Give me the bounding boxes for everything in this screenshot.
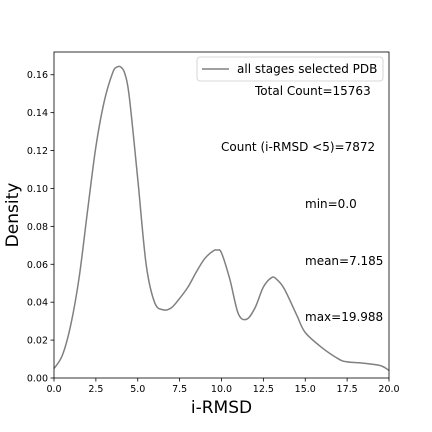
x-tick-label: 12.5 bbox=[253, 384, 274, 395]
annotation-count-lt5: Count (i-RMSD <5)=7872 bbox=[221, 140, 375, 154]
x-tick-label: 10.0 bbox=[211, 384, 232, 395]
plot-frame bbox=[53, 51, 390, 379]
x-tick-label: 15.0 bbox=[295, 384, 316, 395]
y-tick-label: 0.02 bbox=[27, 336, 48, 347]
x-tick-label: 20.0 bbox=[378, 384, 399, 395]
annotation-total-count: Total Count=15763 bbox=[254, 84, 371, 98]
legend-box bbox=[196, 56, 384, 82]
x-axis: 0.0 2.5 5.0 7.5 10.0 12.5 15.0 17.5 20.0 bbox=[46, 378, 400, 395]
y-axis-label: Density bbox=[3, 183, 23, 248]
annotation-mean: mean=7.185 bbox=[305, 254, 383, 268]
x-tick-label: 2.5 bbox=[88, 384, 103, 395]
x-tick-label: 17.5 bbox=[337, 384, 358, 395]
y-axis: 0.00 0.02 0.04 0.06 0.08 0.10 0.12 0.14 0.16 bbox=[27, 70, 54, 385]
y-tick-label: 0.10 bbox=[27, 184, 48, 195]
y-tick-label: 0.14 bbox=[27, 108, 48, 119]
x-tick-label: 0.0 bbox=[46, 384, 61, 395]
density-line-series bbox=[53, 65, 390, 372]
annotation-max: max=19.988 bbox=[305, 310, 383, 324]
y-tick-label: 0.12 bbox=[27, 146, 48, 157]
x-tick-label: 5.0 bbox=[130, 384, 145, 395]
y-tick-label: 0.04 bbox=[27, 298, 48, 309]
y-tick-label: 0.00 bbox=[27, 374, 48, 385]
y-tick-label: 0.16 bbox=[27, 70, 48, 81]
y-tick-label: 0.06 bbox=[27, 260, 48, 271]
annotation-min: min=0.0 bbox=[305, 197, 357, 211]
y-tick-label: 0.08 bbox=[27, 222, 48, 233]
legend: all stages selected PDB bbox=[196, 56, 384, 82]
x-axis-label: i-RMSD bbox=[191, 398, 252, 418]
annotations: Total Count=15763 Count (i-RMSD <5)=7872… bbox=[221, 84, 383, 324]
x-tick-label: 7.5 bbox=[172, 384, 187, 395]
legend-label: all stages selected PDB bbox=[237, 62, 377, 76]
